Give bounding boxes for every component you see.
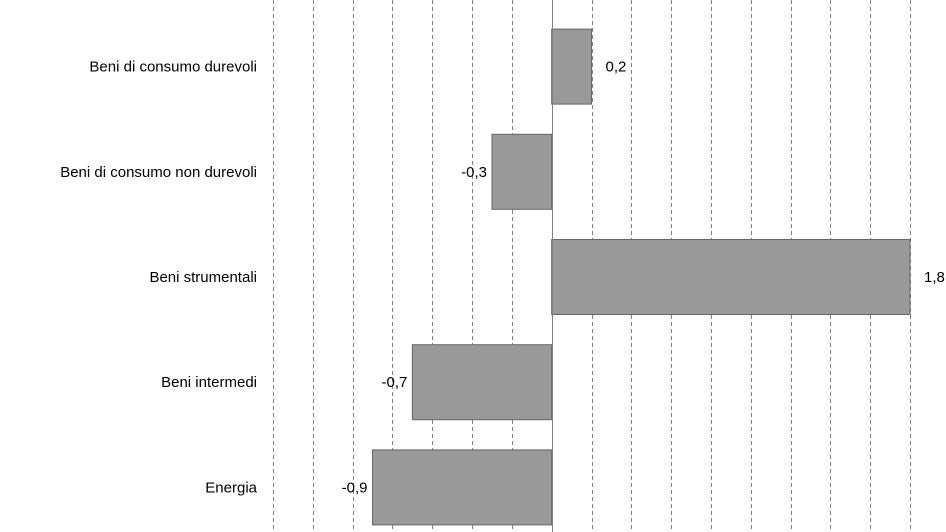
category-label-non-durevoli: Beni di consumo non durevoli <box>60 164 257 181</box>
category-label-durevoli: Beni di consumo durevoli <box>89 59 257 76</box>
data-label-non-durevoli: -0,3 <box>461 164 487 181</box>
bars <box>372 28 911 526</box>
bar-strumentali <box>551 239 911 315</box>
category-label-strumentali: Beni strumentali <box>149 269 257 286</box>
data-labels: 0,2 -0,3 1,8 -0,7 -0,9 <box>342 59 945 497</box>
bar-energia <box>372 449 553 526</box>
category-label-energia: Energia <box>205 479 257 496</box>
category-labels: Beni di consumo durevoli Beni di consumo… <box>60 59 257 497</box>
bar-intermedi <box>411 344 553 421</box>
data-label-intermedi: -0,7 <box>381 374 407 391</box>
data-label-durevoli: 0,2 <box>606 59 627 76</box>
data-label-strumentali: 1,8 <box>924 269 945 286</box>
category-label-intermedi: Beni intermedi <box>161 374 257 391</box>
data-label-energia: -0,9 <box>342 479 368 496</box>
bar-durevoli <box>551 28 592 105</box>
bar-non-durevoli <box>491 133 553 210</box>
